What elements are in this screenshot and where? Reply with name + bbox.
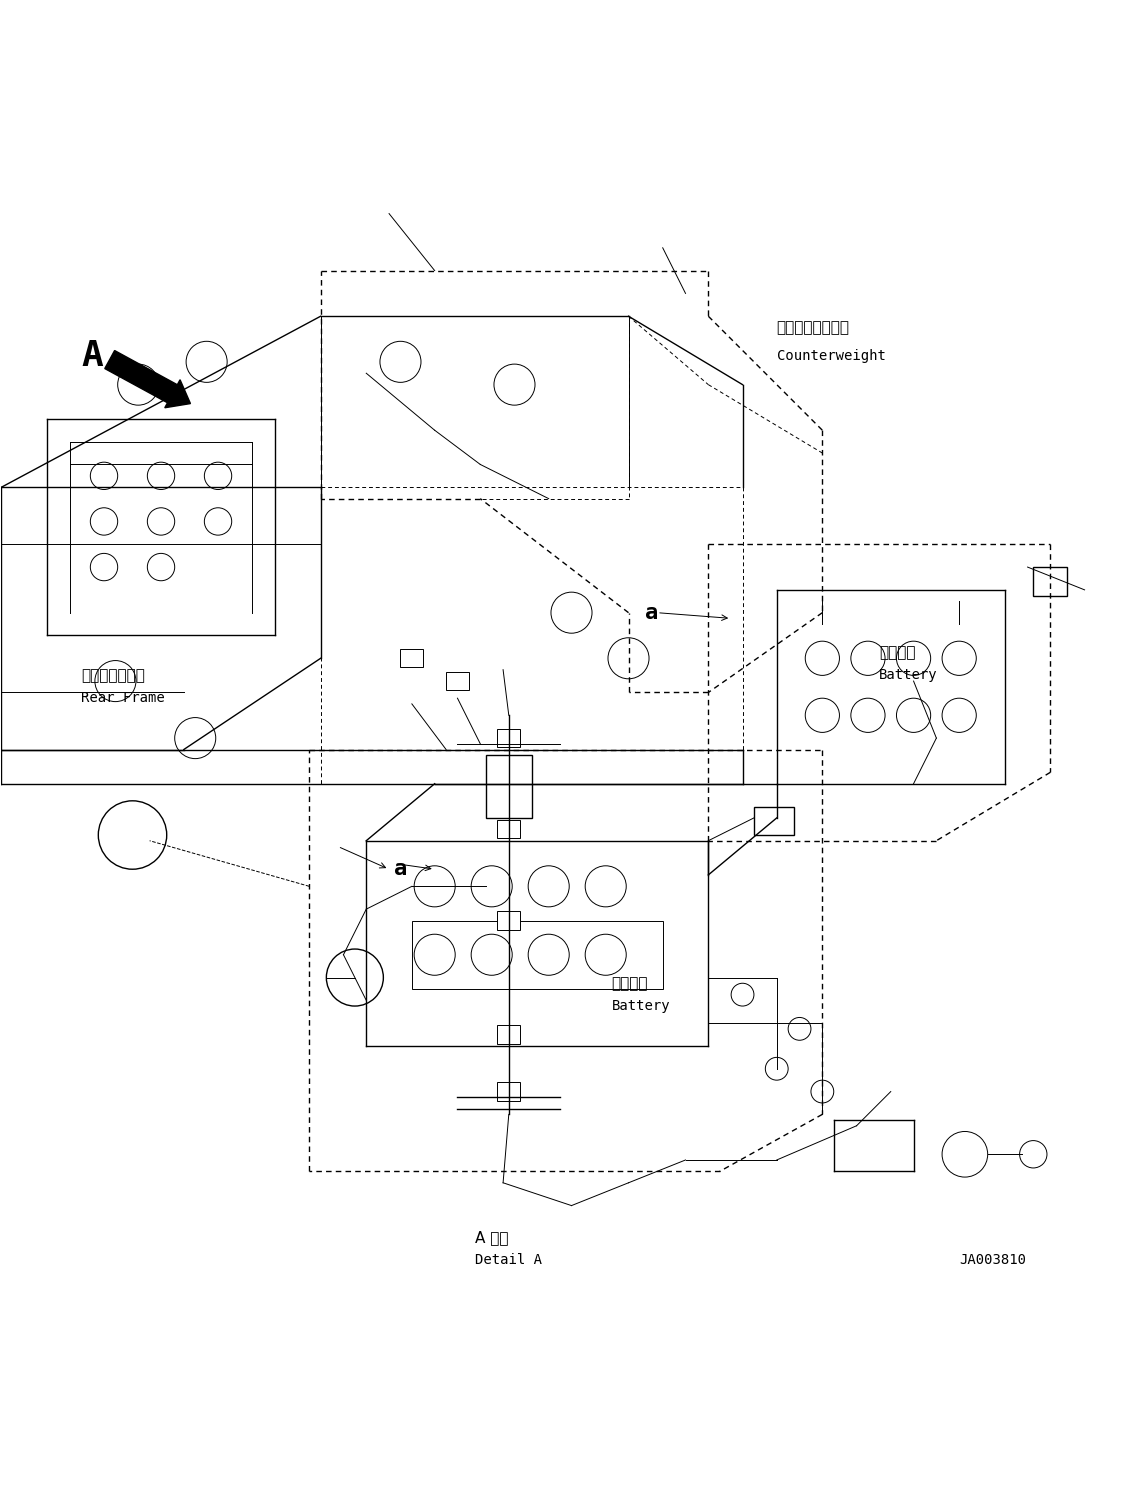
Bar — [1033, 567, 1068, 595]
Text: a: a — [645, 603, 658, 622]
Bar — [446, 672, 469, 690]
Bar — [754, 806, 794, 835]
Bar — [486, 755, 531, 818]
Bar — [400, 649, 423, 667]
Text: A 詳細: A 詳細 — [474, 1231, 509, 1246]
Text: a: a — [394, 859, 407, 880]
Bar — [497, 820, 520, 838]
FancyArrow shape — [105, 351, 191, 408]
Text: カウンタウェイト: カウンタウェイト — [777, 321, 849, 336]
Text: Battery: Battery — [612, 998, 670, 1013]
Bar — [411, 920, 663, 989]
Bar — [497, 729, 520, 747]
Text: Detail A: Detail A — [474, 1253, 542, 1267]
Text: Counterweight: Counterweight — [777, 349, 886, 363]
Text: リヤーフレーム: リヤーフレーム — [81, 669, 145, 684]
Text: Rear Frame: Rear Frame — [81, 691, 165, 705]
Bar — [497, 1082, 520, 1100]
Text: バッテリ: バッテリ — [612, 976, 648, 991]
Bar — [497, 1025, 520, 1043]
Text: Battery: Battery — [879, 669, 938, 682]
Text: A: A — [81, 339, 103, 373]
Bar — [497, 911, 520, 929]
Text: JA003810: JA003810 — [959, 1253, 1026, 1267]
Text: バッテリ: バッテリ — [879, 645, 916, 660]
